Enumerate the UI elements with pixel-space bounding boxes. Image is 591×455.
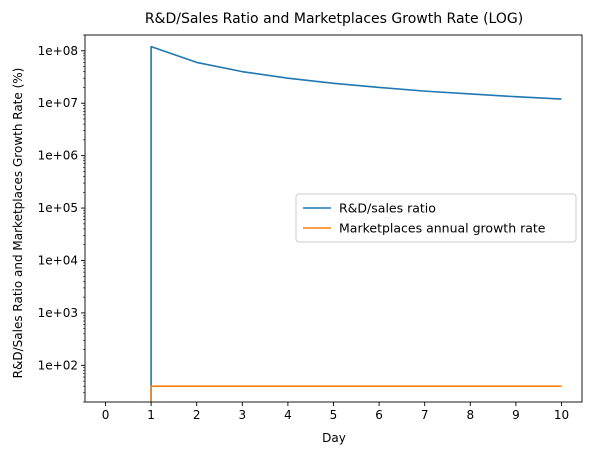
y-tick-label: 1e+08 bbox=[38, 44, 78, 58]
x-tick-label: 8 bbox=[466, 408, 474, 422]
x-axis-title: Day bbox=[322, 431, 346, 445]
x-tick-label: 10 bbox=[554, 408, 569, 422]
x-tick-label: 5 bbox=[330, 408, 338, 422]
y-tick-label: 1e+05 bbox=[38, 201, 78, 215]
y-axis-title: R&D/Sales Ratio and Marketplaces Growth … bbox=[11, 68, 25, 379]
x-tick-label: 0 bbox=[102, 408, 110, 422]
x-tick-label: 2 bbox=[193, 408, 201, 422]
x-tick-label: 7 bbox=[421, 408, 429, 422]
legend-label-0: R&D/sales ratio bbox=[339, 201, 436, 216]
x-tick-label: 6 bbox=[375, 408, 383, 422]
series-line-0 bbox=[150, 45, 562, 402]
y-tick-label: 1e+02 bbox=[38, 358, 78, 372]
y-tick-label: 1e+04 bbox=[38, 253, 78, 267]
x-tick-label: 3 bbox=[238, 408, 246, 422]
y-tick-label: 1e+07 bbox=[38, 96, 78, 110]
legend: R&D/sales ratio Marketplaces annual growt… bbox=[295, 193, 577, 243]
x-tick-label: 4 bbox=[284, 408, 292, 422]
y-tick-label: 1e+06 bbox=[38, 149, 78, 163]
chart-title: R&D/Sales Ratio and Marketplaces Growth … bbox=[145, 11, 523, 27]
legend-label-1: Marketplaces annual growth rate bbox=[339, 221, 546, 236]
x-tick-label: 1 bbox=[147, 408, 155, 422]
series-line-1 bbox=[150, 385, 562, 402]
y-tick-label: 1e+03 bbox=[38, 306, 78, 320]
x-tick-label: 9 bbox=[512, 408, 520, 422]
legend-box bbox=[295, 193, 577, 243]
